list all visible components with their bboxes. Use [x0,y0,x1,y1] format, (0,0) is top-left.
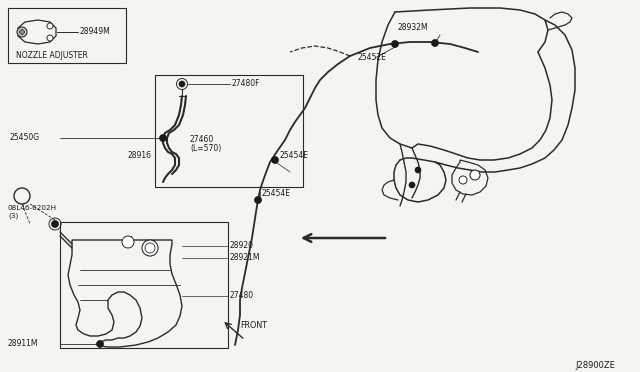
Text: 25452E: 25452E [357,54,386,62]
Circle shape [51,221,58,228]
Circle shape [431,39,438,46]
Text: 28932M: 28932M [398,23,429,32]
Circle shape [47,23,53,29]
Circle shape [415,167,421,173]
Circle shape [459,176,467,184]
Text: 28921M: 28921M [230,253,260,263]
Text: 28949M: 28949M [79,28,109,36]
Circle shape [19,29,24,35]
Text: (L=570): (L=570) [190,144,221,154]
Text: FRONT: FRONT [240,321,267,330]
Circle shape [409,182,415,188]
Text: 27480: 27480 [230,292,254,301]
Text: NOZZLE ADJUSTER: NOZZLE ADJUSTER [16,51,88,60]
Text: 28916: 28916 [128,151,152,160]
Text: J28900ZE: J28900ZE [575,360,615,369]
Circle shape [392,41,399,48]
Bar [8,8,126,63]
Text: 28911M: 28911M [8,340,38,349]
Text: (3): (3) [8,213,19,219]
Circle shape [122,236,134,248]
Text: 28920: 28920 [230,241,254,250]
Text: B: B [19,192,25,201]
Circle shape [159,135,166,141]
Bar [155,75,303,187]
Text: 27460: 27460 [190,135,214,144]
Circle shape [14,188,30,204]
Circle shape [470,170,480,180]
Circle shape [255,196,262,203]
Text: 25450G: 25450G [10,134,40,142]
Circle shape [145,243,155,253]
Text: 25454E: 25454E [280,151,309,160]
Circle shape [179,81,185,87]
Circle shape [142,240,158,256]
Circle shape [47,35,53,41]
Circle shape [17,27,27,37]
Bar [60,222,228,348]
Circle shape [97,340,104,347]
Circle shape [271,157,278,164]
Text: 25454E: 25454E [262,189,291,199]
Text: 08L46-6202H: 08L46-6202H [8,205,57,211]
Text: 27480F: 27480F [232,80,260,89]
